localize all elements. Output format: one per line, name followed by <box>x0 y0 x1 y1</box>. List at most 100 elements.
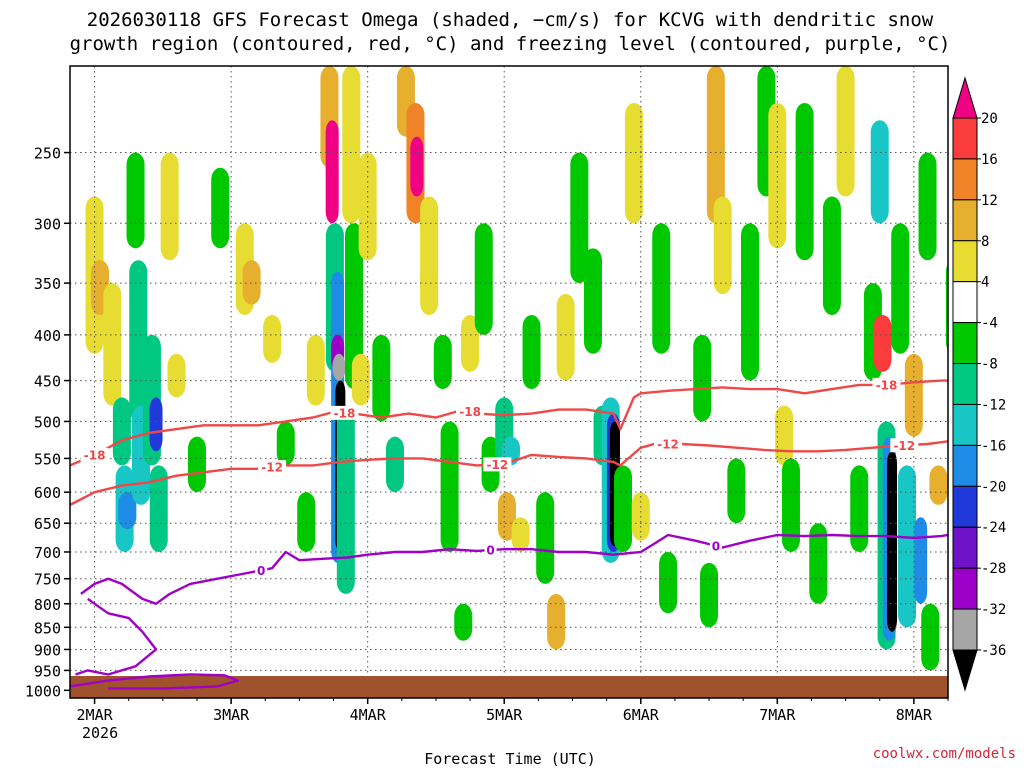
colorbar-label-4: 4 <box>981 275 989 291</box>
colorbar-label--36: -36 <box>981 643 1006 659</box>
omega-cell-55 <box>583 248 602 354</box>
colorbar-label-12: 12 <box>981 193 998 209</box>
omega-cell-86 <box>891 223 910 354</box>
x-tick-label-8MAR: 8MAR <box>896 706 933 724</box>
contour-freezing-level-0 <box>80 533 948 605</box>
omega-cell-53 <box>556 294 575 381</box>
omega-cell-69 <box>727 458 746 524</box>
contour-label--18: -18 <box>459 405 481 419</box>
contour-label--12: -12 <box>893 439 915 453</box>
omega-cell-70 <box>741 223 760 381</box>
y-tick-label-850: 850 <box>34 619 61 637</box>
omega-cell-68 <box>713 196 732 295</box>
y-tick-label-400: 400 <box>34 327 61 345</box>
omega-cell-87 <box>898 465 917 628</box>
colorbar-bin-13 <box>952 608 978 651</box>
omega-cell-39 <box>420 196 439 315</box>
chart-title-line-1: 2026030118 GFS Forecast Omega (shaded, −… <box>87 9 934 31</box>
contour-label-bg <box>258 460 287 475</box>
x-tick-label-3MAR: 3MAR <box>213 706 250 724</box>
omega-cell-34 <box>372 334 391 422</box>
omega-cell-64 <box>659 551 678 614</box>
colorbar-bottom-arrow <box>952 649 978 692</box>
contour-label--12: -12 <box>261 461 283 475</box>
omega-cell-27 <box>332 353 346 381</box>
contour-label-bg <box>255 563 268 578</box>
chart-title-line-2: growth region (contoured, red, °C) and f… <box>70 33 951 55</box>
credit-text[interactable]: coolwx.com/models <box>873 746 1016 762</box>
contours: -18-18-18-18-12-12-12-120000 <box>70 377 948 690</box>
contour-label-bg <box>483 457 512 472</box>
omega-cell-29 <box>336 405 355 594</box>
omega-cell-15 <box>211 167 230 249</box>
terrain-below-surface <box>70 676 948 698</box>
omega-cell-5 <box>118 492 137 530</box>
colorbar-bin-12 <box>952 567 978 610</box>
y-tick-label-1000: 1000 <box>25 682 61 700</box>
contour-freezing-level-0-surface <box>70 673 240 690</box>
colorbar-bin-11 <box>952 526 978 569</box>
omega-cell-7 <box>129 260 148 422</box>
omega-shading <box>85 66 1024 671</box>
omega-cell-32 <box>351 353 370 406</box>
y-axis: 250 300 350 400 450 500 550 600 650 700 750 800 850 9… <box>25 145 70 700</box>
omega-cell-89 <box>914 517 928 604</box>
contour-label-bg <box>330 405 359 420</box>
omega-cell-40 <box>433 334 452 390</box>
omega-cell-63 <box>652 223 671 354</box>
y-tick-label-650: 650 <box>34 515 61 533</box>
omega-cell-17 <box>242 260 261 305</box>
omega-cell-50 <box>522 314 541 390</box>
omega-cell-90 <box>918 152 937 261</box>
colorbar-bin-8 <box>952 403 978 446</box>
contour-label--18: -18 <box>334 406 356 420</box>
omega-cell-11 <box>149 465 168 552</box>
omega-cell-41 <box>440 421 459 552</box>
y-tick-label-550: 550 <box>34 450 61 468</box>
contour-label--12: -12 <box>487 458 509 472</box>
omega-cell-79 <box>850 465 869 552</box>
omega-cell-91 <box>921 603 940 671</box>
x-axis: 2MAR3MAR4MAR5MAR6MAR7MAR8MAR9MAR <box>77 698 949 724</box>
colorbar-label--16: -16 <box>981 438 1006 454</box>
omega-cell-99 <box>1000 406 1018 466</box>
omega-cell-52 <box>547 593 566 650</box>
omega-cell-61 <box>624 102 643 224</box>
colorbar-bin-2 <box>952 158 978 201</box>
omega-cell-60 <box>614 465 633 552</box>
y-tick-label-700: 700 <box>34 544 61 562</box>
colorbar-label--32: -32 <box>981 602 1006 618</box>
colorbar-label-20: 20 <box>981 111 998 127</box>
colorbar-label--12: -12 <box>981 397 1006 413</box>
y-tick-label-950: 950 <box>34 662 61 680</box>
omega-cell-13 <box>167 353 186 398</box>
colorbar-bin-7 <box>952 363 978 405</box>
y-tick-label-750: 750 <box>34 571 61 589</box>
contour-label--18: -18 <box>876 378 898 392</box>
colorbar-label--4: -4 <box>981 316 998 332</box>
colorbar-bin-3 <box>952 199 978 242</box>
colorbar-bin-9 <box>952 444 978 487</box>
y-tick-label-350: 350 <box>34 275 61 293</box>
omega-cell-43 <box>461 314 480 372</box>
omega-cell-14 <box>187 436 206 493</box>
contour-label-0: 0 <box>257 564 265 578</box>
omega-cell-77 <box>822 196 841 315</box>
omega-cell-19 <box>276 421 295 466</box>
y-tick-label-450: 450 <box>34 373 61 391</box>
contour-label-bg <box>890 438 919 453</box>
x-axis-year: 2026 <box>82 724 118 742</box>
omega-cell-74 <box>781 458 800 552</box>
contour-freezing-level-0-low-lobe <box>75 597 158 676</box>
omega-cell-100 <box>1017 120 1024 223</box>
x-tick-label-4MAR: 4MAR <box>350 706 387 724</box>
omega-cell-20 <box>297 492 316 552</box>
omega-cell-92 <box>929 465 948 505</box>
omega-cell-21 <box>306 334 325 406</box>
y-tick-label-300: 300 <box>34 215 61 233</box>
x-tick-label-7MAR: 7MAR <box>759 706 796 724</box>
x-tick-label-2MAR: 2MAR <box>77 706 114 724</box>
y-tick-label-900: 900 <box>34 641 61 659</box>
omega-cell-72 <box>768 102 787 249</box>
